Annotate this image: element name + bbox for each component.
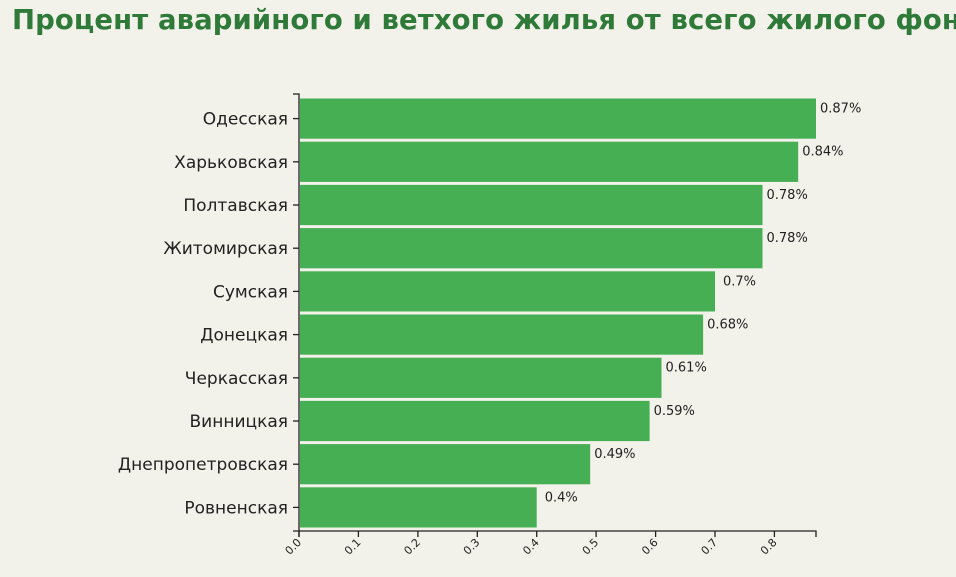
category-label: Житомирская xyxy=(163,239,288,259)
bar xyxy=(300,228,763,269)
bar xyxy=(300,184,763,226)
x-tick-label: 0.3 xyxy=(461,536,483,558)
bar xyxy=(300,98,816,139)
category-label: Одесская xyxy=(203,110,288,130)
category-label: Винницкая xyxy=(190,412,288,432)
chart-title: Процент аварийного и ветхого жилья от вс… xyxy=(12,4,956,36)
x-tick-label: 0.5 xyxy=(580,536,602,558)
bar xyxy=(300,444,591,485)
x-tick-label: 0.8 xyxy=(758,536,780,558)
x-tick-label: 0.7 xyxy=(699,536,721,558)
bar xyxy=(300,314,704,355)
x-tick-label: 0.0 xyxy=(283,536,305,558)
value-label: 0.84% xyxy=(802,145,843,160)
category-label: Харьковская xyxy=(174,153,288,173)
value-label: 0.7% xyxy=(723,274,756,289)
x-axis-line xyxy=(298,530,817,537)
bar xyxy=(300,400,650,442)
x-tick-label: 0.1 xyxy=(342,536,364,558)
value-label: 0.78% xyxy=(767,188,808,203)
category-label: Ровненская xyxy=(184,498,288,518)
x-tick-label: 0.4 xyxy=(520,536,542,558)
x-tick-label: 0.6 xyxy=(639,536,661,558)
value-label: 0.68% xyxy=(707,318,748,333)
value-label: 0.61% xyxy=(666,361,707,376)
bar xyxy=(300,271,715,312)
value-label: 0.78% xyxy=(767,231,808,246)
value-label: 0.49% xyxy=(594,447,635,462)
bar xyxy=(300,487,537,528)
x-tick-label: 0.2 xyxy=(401,536,423,558)
y-axis-line xyxy=(293,93,300,532)
value-label: 0.87% xyxy=(820,102,861,117)
category-label: Днепропетровская xyxy=(118,455,288,475)
value-label: 0.4% xyxy=(545,490,578,505)
bar xyxy=(300,357,662,398)
value-label: 0.59% xyxy=(654,404,695,419)
category-label: Полтавская xyxy=(183,196,288,216)
category-label: Сумская xyxy=(213,282,288,302)
category-label: Донецкая xyxy=(200,326,288,346)
category-label: Черкасская xyxy=(185,369,288,389)
bars-layer: Одесская 0.87% Харьковская 0.84% Полтавская 0… xyxy=(118,98,861,528)
bar xyxy=(300,141,799,182)
